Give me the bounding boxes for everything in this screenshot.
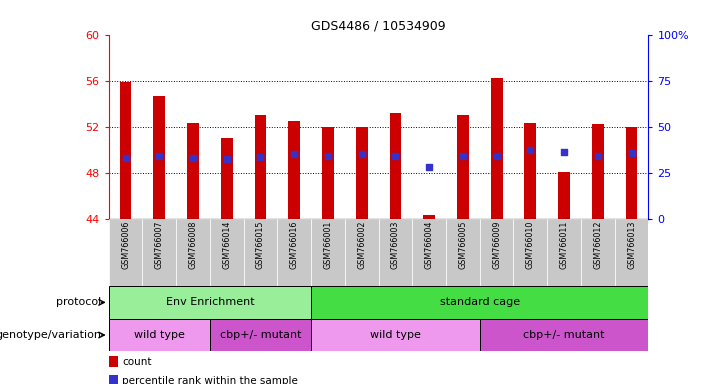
Text: GSM766013: GSM766013 (627, 221, 636, 269)
Bar (423, 215, 435, 219)
Bar (345, 219, 379, 286)
Bar (311, 319, 479, 351)
Bar (457, 115, 469, 219)
Text: GSM766016: GSM766016 (290, 221, 299, 269)
Bar (322, 127, 334, 219)
Point (626, 150, 637, 156)
Text: GSM766002: GSM766002 (358, 221, 366, 270)
Bar (210, 219, 244, 286)
Bar (278, 219, 311, 286)
Point (592, 152, 604, 159)
Text: Env Enrichment: Env Enrichment (165, 297, 254, 308)
Text: GSM766014: GSM766014 (222, 221, 231, 269)
Text: protocol: protocol (56, 297, 102, 308)
Bar (547, 219, 581, 286)
Bar (558, 172, 570, 219)
Text: GSM766007: GSM766007 (155, 221, 164, 270)
Bar (479, 319, 648, 351)
Text: GSM766009: GSM766009 (492, 221, 501, 270)
Bar (109, 286, 311, 319)
Bar (176, 219, 210, 286)
Bar (446, 219, 479, 286)
Text: GSM766001: GSM766001 (323, 221, 332, 269)
Bar (244, 219, 278, 286)
Title: GDS4486 / 10534909: GDS4486 / 10534909 (311, 19, 446, 32)
Bar (390, 113, 401, 219)
Text: wild type: wild type (370, 330, 421, 340)
Text: GSM766005: GSM766005 (458, 221, 468, 270)
Text: standard cage: standard cage (440, 297, 520, 308)
Bar (221, 138, 233, 219)
Text: GSM766004: GSM766004 (425, 221, 434, 269)
Bar (311, 219, 345, 286)
Bar (524, 123, 536, 219)
Bar (154, 96, 165, 219)
Text: genotype/variation: genotype/variation (0, 330, 102, 340)
Point (255, 154, 266, 160)
Bar (311, 286, 648, 319)
Point (491, 152, 502, 159)
Bar (626, 127, 637, 219)
Point (525, 147, 536, 153)
Text: GSM766015: GSM766015 (256, 221, 265, 270)
Text: GSM766008: GSM766008 (189, 221, 198, 269)
Bar (254, 115, 266, 219)
Point (187, 155, 198, 161)
Bar (379, 219, 412, 286)
Bar (514, 219, 547, 286)
Bar (356, 127, 367, 219)
Bar (109, 219, 142, 286)
Bar (288, 121, 300, 219)
Point (390, 152, 401, 159)
Text: GSM766003: GSM766003 (391, 221, 400, 269)
Point (289, 151, 300, 157)
Point (457, 152, 468, 159)
Point (423, 164, 435, 170)
Bar (210, 319, 311, 351)
Text: wild type: wild type (134, 330, 184, 340)
Bar (615, 219, 648, 286)
Point (221, 156, 232, 162)
Text: GSM766012: GSM766012 (593, 221, 602, 270)
Text: GSM766011: GSM766011 (559, 221, 569, 269)
Bar (142, 219, 176, 286)
Bar (412, 219, 446, 286)
Bar (187, 123, 199, 219)
Bar (109, 375, 118, 384)
Point (356, 151, 367, 157)
Bar (120, 82, 131, 219)
Text: percentile rank within the sample: percentile rank within the sample (122, 376, 298, 384)
Point (322, 152, 334, 159)
Text: count: count (122, 357, 151, 367)
Text: GSM766010: GSM766010 (526, 221, 535, 269)
Text: GSM766006: GSM766006 (121, 221, 130, 269)
Bar (479, 219, 514, 286)
Bar (592, 124, 604, 219)
Point (559, 149, 570, 155)
Text: cbp+/- mutant: cbp+/- mutant (524, 330, 605, 340)
Bar (109, 356, 118, 367)
Text: cbp+/- mutant: cbp+/- mutant (219, 330, 301, 340)
Bar (581, 219, 615, 286)
Bar (109, 319, 210, 351)
Point (120, 155, 131, 161)
Bar (491, 78, 503, 219)
Point (154, 152, 165, 159)
